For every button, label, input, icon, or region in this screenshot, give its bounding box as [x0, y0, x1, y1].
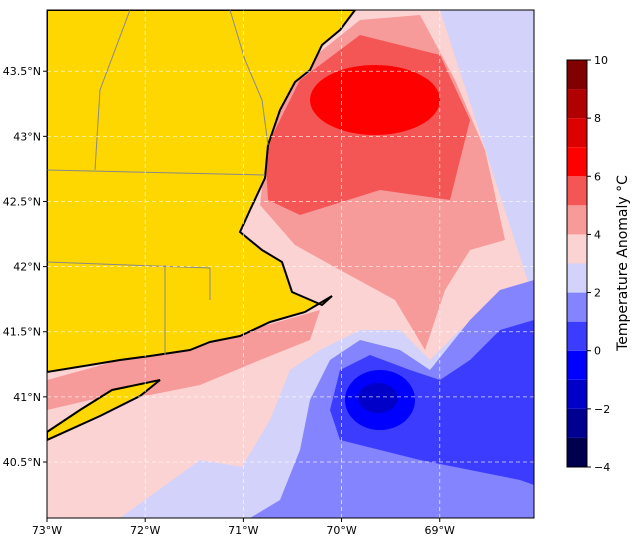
colorbar-segment	[567, 437, 587, 467]
colorbar-tick-label: 0	[594, 345, 601, 358]
state-borders	[47, 10, 269, 355]
x-tick-label: 73°W	[32, 524, 62, 537]
contour-salmon-south	[47, 310, 320, 410]
land	[47, 10, 357, 374]
colorbar-segment	[567, 176, 587, 206]
colorbar-tick-label: 2	[594, 287, 601, 300]
colorbar-segment	[567, 118, 587, 148]
colorbar-label: Temperature Anomaly °C	[615, 175, 631, 352]
colorbar-tick-label: 4	[594, 228, 601, 241]
colorbar-tick-label: −4	[594, 461, 610, 474]
colorbar-segment	[567, 60, 587, 90]
contour-blue	[330, 320, 534, 485]
y-tick-label: 41°N	[13, 391, 41, 404]
x-tick-label: 71°W	[228, 524, 258, 537]
colorbar-segment	[567, 292, 587, 322]
x-tick-label: 69°W	[425, 524, 455, 537]
map-area	[47, 10, 534, 518]
colorbar-segment	[567, 408, 587, 438]
colorbar-frame	[566, 59, 588, 468]
colorbar-segment	[567, 205, 587, 235]
contour-lavender-left	[120, 460, 300, 518]
x-tick-label: 72°W	[130, 524, 160, 537]
x-tick-label: 70°W	[326, 524, 356, 537]
colorbar-segment	[567, 89, 587, 119]
contour-red-bright	[310, 65, 440, 135]
colorbar-segment	[567, 379, 587, 409]
y-tick-label: 42°N	[13, 261, 41, 274]
long-island	[47, 379, 161, 442]
colorbar-segment	[567, 234, 587, 264]
y-tick-label: 42.5°N	[3, 195, 41, 208]
y-tick-label: 40.5°N	[3, 456, 41, 469]
y-tick-label: 41.5°N	[3, 326, 41, 339]
contour-blue-deeper	[358, 383, 398, 413]
map-frame	[46, 9, 535, 519]
colorbar-tick-label: 8	[594, 112, 601, 125]
colorbar-tick-label: 10	[594, 54, 608, 67]
y-tick-label: 43°N	[13, 130, 41, 143]
colorbar-segment	[567, 147, 587, 177]
colorbar-segment	[567, 321, 587, 351]
colorbar-tick-label: −2	[594, 403, 610, 416]
colorbar-tick-label: 6	[594, 170, 601, 183]
y-tick-label: 43.5°N	[3, 65, 41, 78]
colorbar-segment	[567, 263, 587, 293]
colorbar-segment	[567, 350, 587, 380]
